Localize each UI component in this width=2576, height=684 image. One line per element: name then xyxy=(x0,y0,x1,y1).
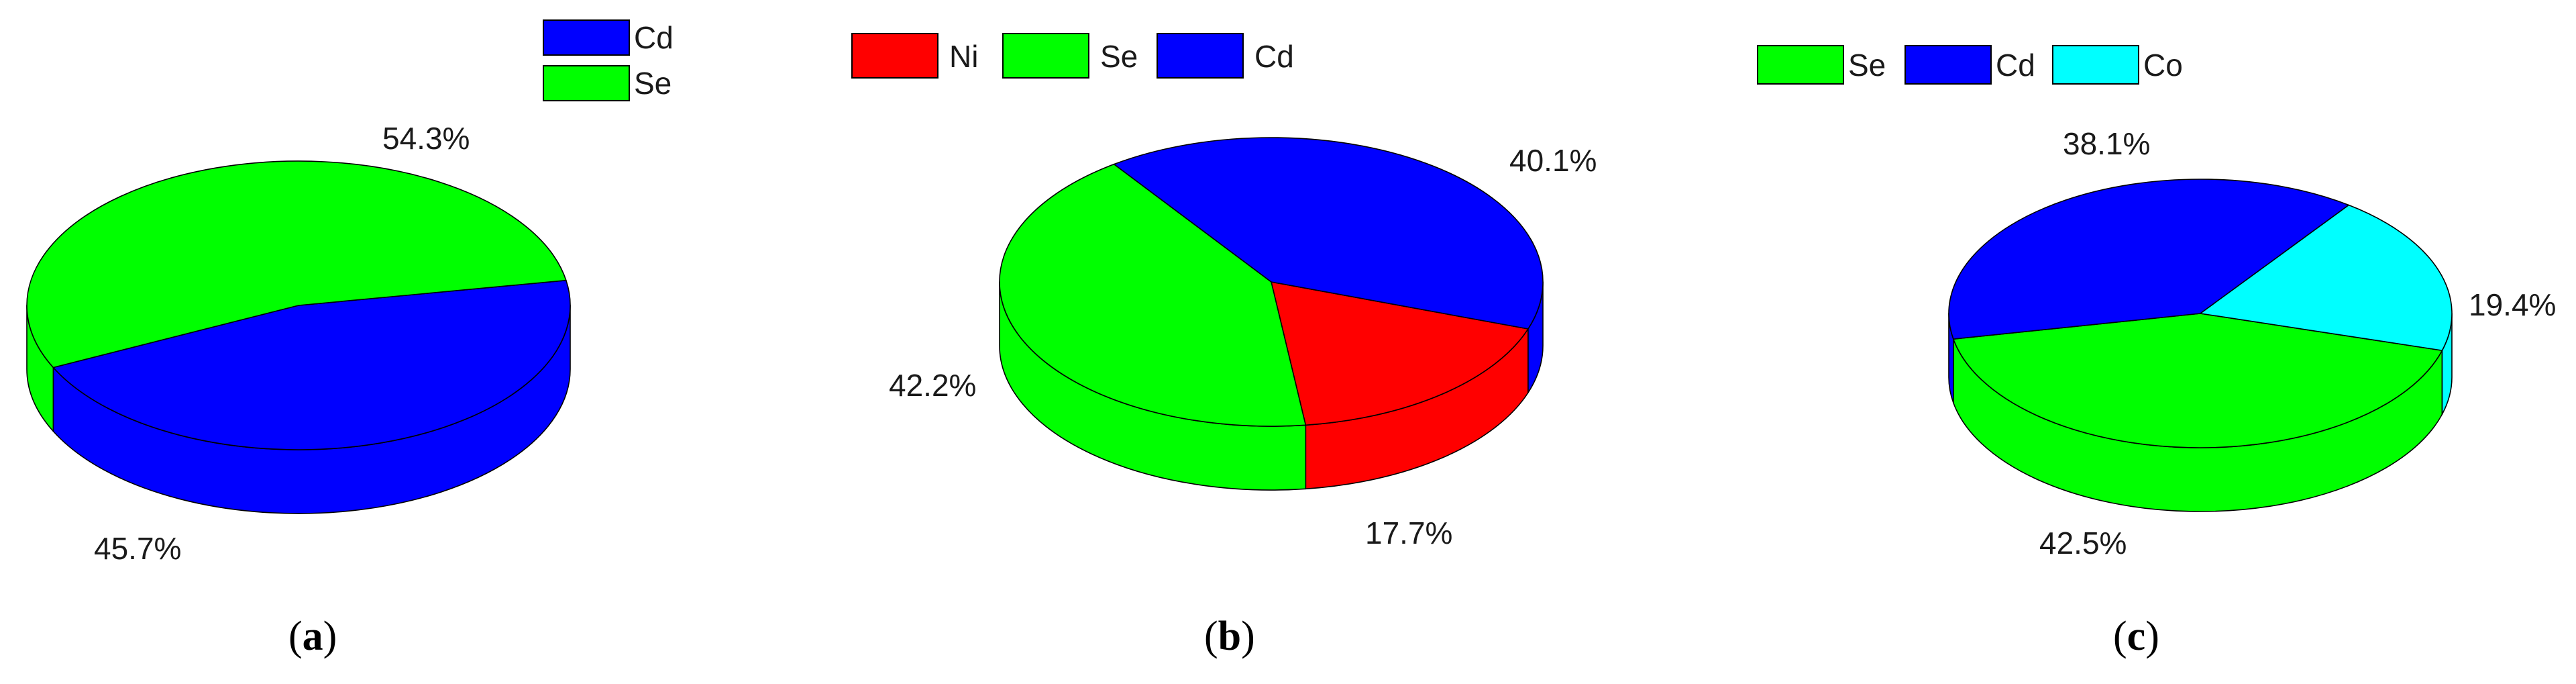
legend-a-swatch-0 xyxy=(543,19,630,56)
pie-b-data-label-ni: 17.7% xyxy=(1365,516,1452,550)
caption-a-letter: a xyxy=(303,614,323,659)
legend-c-label-0: Se xyxy=(1848,48,1886,83)
pie-b-slice-cd xyxy=(1113,137,1544,330)
legend-b-swatch-1 xyxy=(1002,33,1089,79)
legend-b-swatch-0 xyxy=(851,33,938,79)
legend-c-label-1: Cd xyxy=(1996,48,2035,83)
pie-a xyxy=(26,160,571,514)
legend-a-label-0: Cd xyxy=(634,20,674,55)
pie-c-slice-co xyxy=(2200,204,2453,351)
pie-a-data-label-cd: 45.7% xyxy=(94,531,181,566)
pie-a-slice-cd xyxy=(52,279,571,450)
legend-c-swatch-2 xyxy=(2052,45,2139,85)
legend-a-swatch-1 xyxy=(543,65,630,101)
panel-a: Cd Se 54.3% 45.7% (a) xyxy=(26,19,674,659)
legend-c-swatch-1 xyxy=(1904,45,1992,85)
legend-a-label-1: Se xyxy=(634,66,672,101)
pie-b-data-label-se: 42.2% xyxy=(889,368,976,403)
pie-b xyxy=(999,137,1544,491)
legend-b-label-1: Se xyxy=(1100,39,1138,74)
pie-b-data-label-cd: 40.1% xyxy=(1509,143,1597,178)
legend-c: Se Cd Co xyxy=(1757,45,2183,85)
pie-a-data-label-se: 54.3% xyxy=(382,121,470,156)
pie-c-data-label-se: 42.5% xyxy=(2039,526,2127,560)
legend-b-label-0: Ni xyxy=(949,39,978,74)
pie-a-slice-se xyxy=(26,160,567,369)
legend-b-label-2: Cd xyxy=(1254,39,1294,74)
pie-c-data-label-cd: 38.1% xyxy=(2063,126,2150,161)
caption-c: (c) xyxy=(2113,614,2159,659)
legend-b: Ni Se Cd xyxy=(851,33,1294,79)
legend-c-swatch-0 xyxy=(1757,45,1844,85)
legend-a: Cd Se xyxy=(543,19,674,101)
pie-c-data-label-co: 19.4% xyxy=(2469,287,2556,322)
caption-a: (a) xyxy=(288,614,337,659)
legend-c-label-2: Co xyxy=(2143,48,2183,83)
pie-c-slice-se xyxy=(1953,313,2443,448)
caption-b: (b) xyxy=(1204,614,1255,659)
pie-c xyxy=(1948,179,2453,512)
legend-b-swatch-2 xyxy=(1157,33,1244,79)
pie-b-slice-ni xyxy=(1271,281,1529,426)
caption-b-letter: b xyxy=(1218,614,1241,659)
panel-c: Se Cd Co 38.1% 19.4% 42.5% (c) xyxy=(1757,45,2556,659)
caption-c-letter: c xyxy=(2127,614,2146,659)
panel-b: Ni Se Cd 40.1% 42.2% 17.7% (b) xyxy=(851,33,1597,659)
pie-b-slice-se xyxy=(999,163,1307,427)
pie-c-slice-cd xyxy=(1948,179,2350,340)
